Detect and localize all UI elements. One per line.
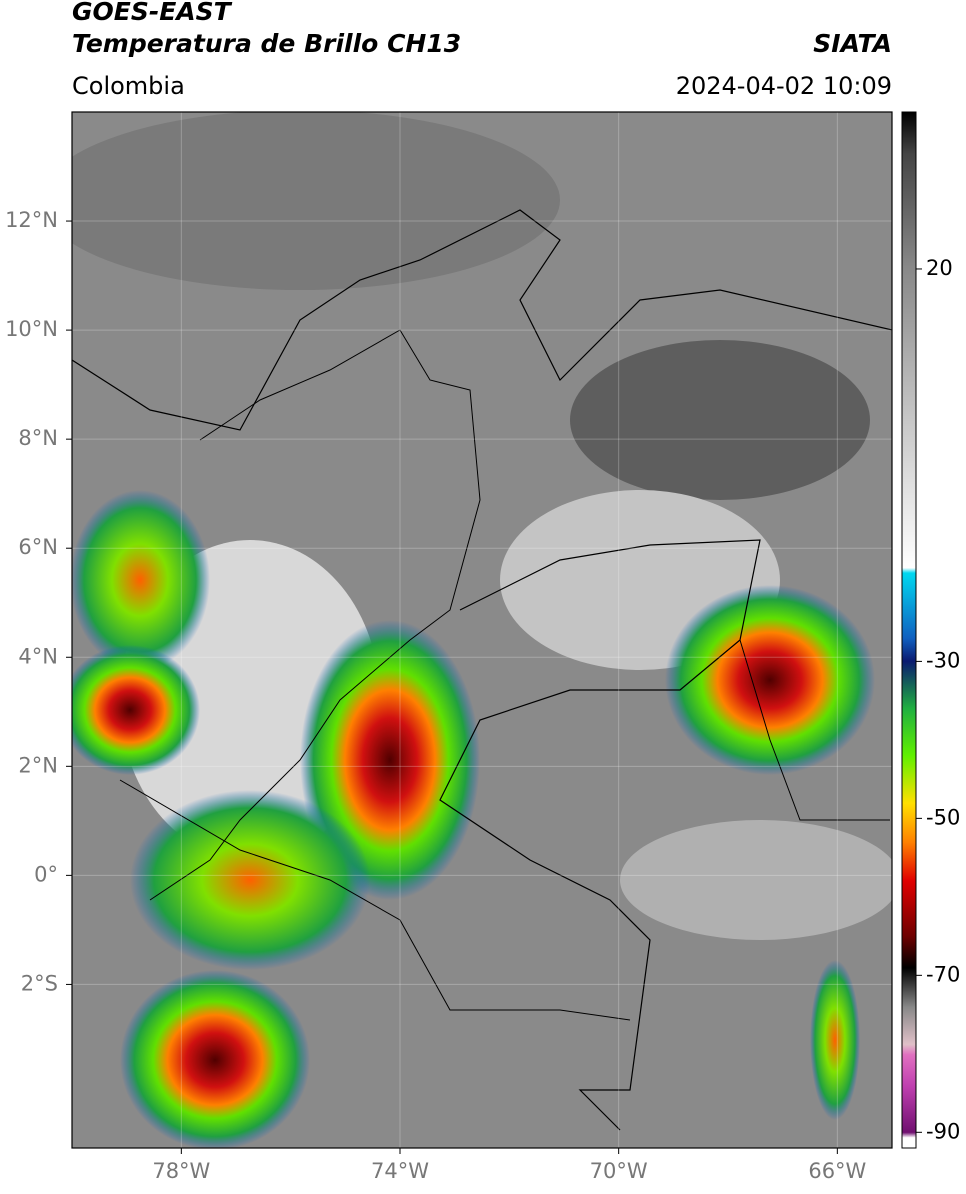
timestamp: 2024-04-02 10:09 (676, 72, 892, 100)
y-tick-label: 12°N (5, 208, 58, 232)
colorbar-tick-label: -50 (926, 805, 960, 829)
colorbar-tick-label: -70 (926, 962, 960, 986)
y-tick-label: 8°N (18, 426, 58, 450)
y-tick-label: 4°N (18, 644, 58, 668)
colorbar (901, 111, 917, 1149)
colorbar-tick-label: 20 (926, 256, 953, 280)
y-tick-label: 10°N (5, 317, 58, 341)
y-tick-label: 6°N (18, 535, 58, 559)
subtitle: Temperatura de Brillo CH13 (72, 29, 461, 58)
y-tick-label: 2°N (18, 753, 58, 777)
colorbar-tick-label: -90 (926, 1119, 960, 1143)
graticule (72, 112, 892, 1148)
colorbar-tick-label: -30 (926, 648, 960, 672)
source: SIATA (813, 29, 892, 58)
title: GOES-EAST (72, 0, 233, 26)
map-frame (71, 111, 893, 1149)
x-tick-label: 70°W (590, 1159, 648, 1183)
x-tick-label: 66°W (808, 1159, 866, 1183)
x-tick-label: 78°W (152, 1159, 210, 1183)
y-tick-label: 0° (34, 862, 58, 886)
satellite-image (72, 112, 892, 1148)
x-tick-label: 74°W (371, 1159, 429, 1183)
region: Colombia (72, 72, 185, 100)
y-tick-label: 2°S (21, 971, 58, 995)
